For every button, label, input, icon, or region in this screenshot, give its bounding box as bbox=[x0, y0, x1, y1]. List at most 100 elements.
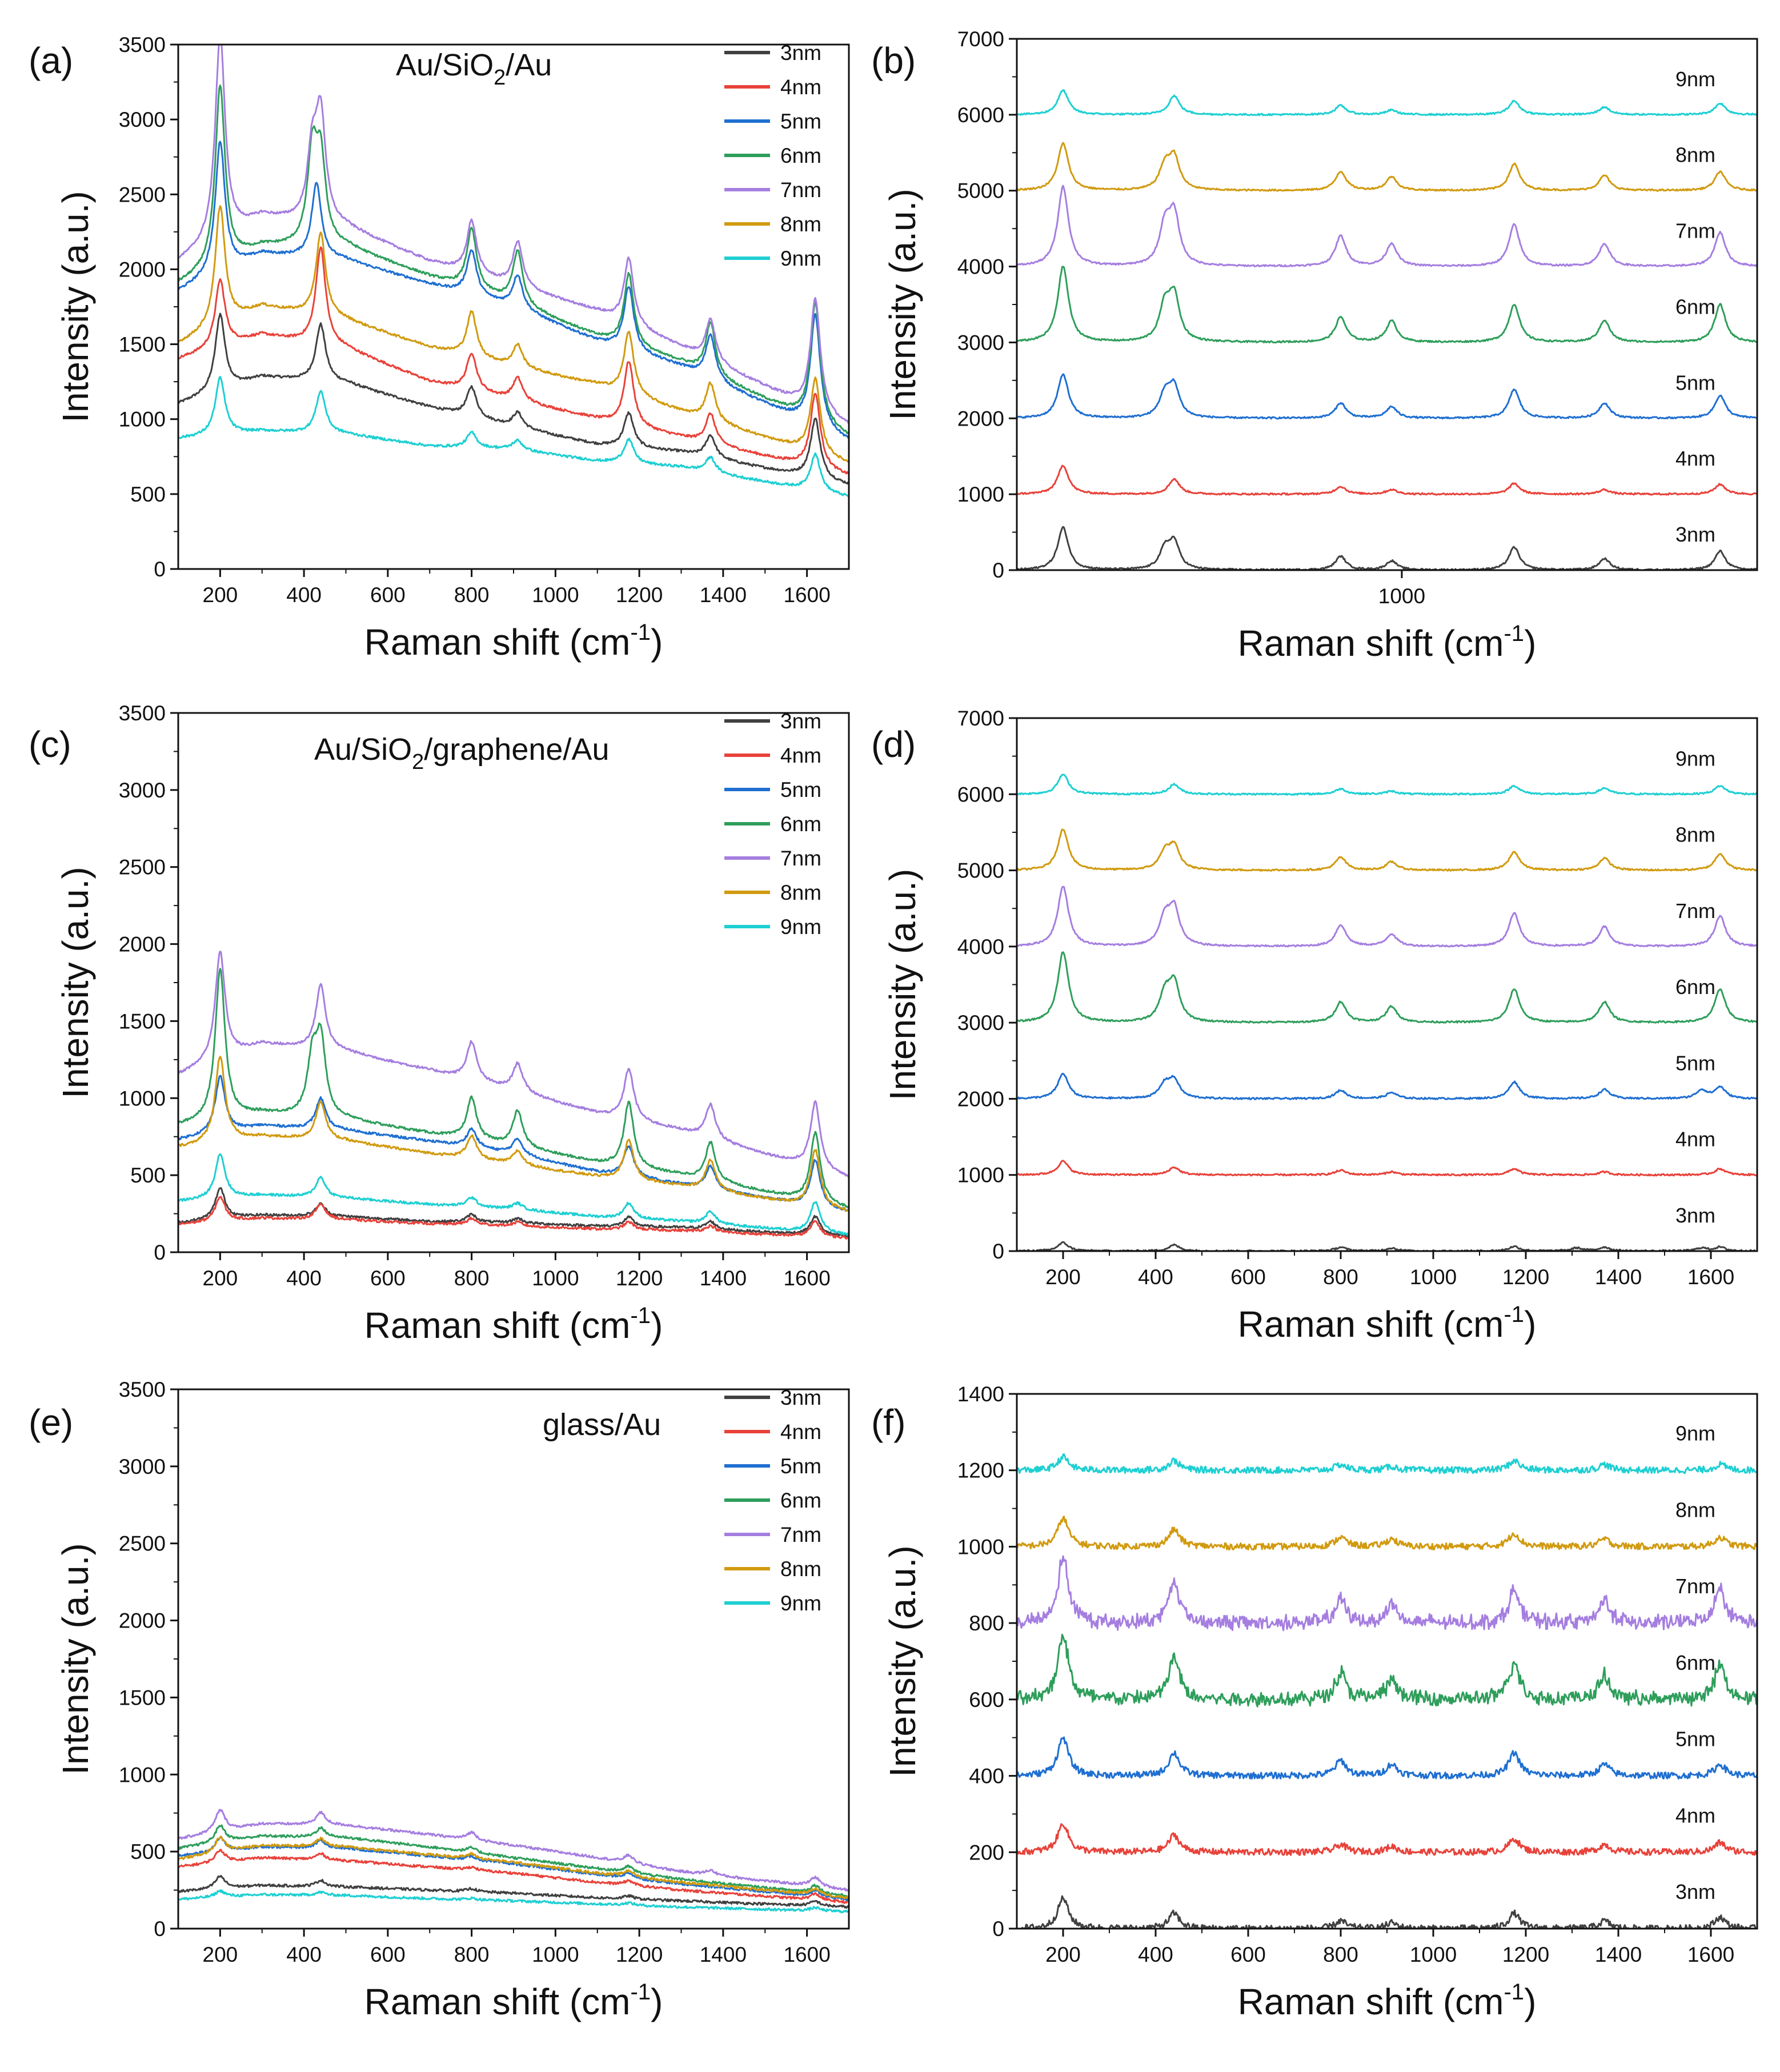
x-axis-title-main: Raman shift (cm bbox=[364, 1305, 631, 1346]
y-tick-label: 0 bbox=[992, 1240, 1004, 1263]
panel-title-main: glass/Au bbox=[543, 1408, 661, 1442]
series-line-9nm bbox=[178, 376, 849, 498]
x-tick-label: 1400 bbox=[700, 1267, 747, 1290]
x-tick-label: 1000 bbox=[532, 1943, 579, 1966]
series-line-9nm bbox=[178, 1889, 849, 1914]
series-line-5nm bbox=[1017, 373, 1757, 420]
y-tick-label: 6000 bbox=[957, 783, 1004, 806]
plot-frame bbox=[1016, 717, 1758, 1252]
x-axis-title: Raman shift (cm-1) bbox=[364, 620, 663, 663]
panel-title: glass/Au bbox=[543, 1408, 661, 1442]
series-line-7nm bbox=[1017, 885, 1757, 948]
plot-area bbox=[1017, 774, 1757, 1251]
plot-area bbox=[178, 45, 849, 498]
y-tick-label: 500 bbox=[130, 1164, 166, 1187]
y-tick-label: 1200 bbox=[957, 1459, 1004, 1482]
series-line-3nm bbox=[1017, 1241, 1757, 1251]
legend-label: 5nm bbox=[780, 110, 821, 133]
y-tick-label: 2500 bbox=[119, 1532, 166, 1556]
x-axis-title-main: Raman shift (cm bbox=[1238, 1981, 1504, 2022]
panel-title-sub: 2 bbox=[494, 66, 506, 90]
y-tick-label: 500 bbox=[130, 483, 166, 506]
panel-title-main: Au/SiO bbox=[396, 48, 494, 82]
legend-label: 7nm bbox=[780, 178, 821, 202]
series-label-5nm: 5nm bbox=[1675, 1051, 1715, 1075]
y-tick-label: 1000 bbox=[957, 483, 1004, 506]
series-label-6nm: 6nm bbox=[1675, 1651, 1715, 1674]
y-tick-label: 0 bbox=[154, 1917, 166, 1941]
y-tick-label: 5000 bbox=[957, 859, 1004, 883]
series-line-3nm bbox=[178, 1187, 849, 1238]
series-label-8nm: 8nm bbox=[1675, 143, 1715, 167]
legend: 3nm 4nm 5nm 6nm 7nm 8nm 9nm bbox=[724, 41, 821, 270]
x-axis-title: Raman shift (cm-1) bbox=[1238, 1302, 1537, 1345]
y-axis-title: Intensity (a.u.) bbox=[882, 189, 923, 420]
y-tick-label: 1000 bbox=[119, 1087, 166, 1110]
legend-label: 3nm bbox=[780, 41, 821, 65]
panel-title-tail: /Au bbox=[506, 48, 552, 82]
x-tick-label: 1400 bbox=[1595, 1943, 1642, 1966]
plot-area bbox=[178, 1809, 849, 1914]
panel-label: (f) bbox=[871, 1402, 905, 1443]
plot-area bbox=[1017, 89, 1757, 570]
y-tick-label: 400 bbox=[969, 1765, 1004, 1788]
x-tick-label: 400 bbox=[286, 583, 322, 607]
x-tick-label: 600 bbox=[1230, 1265, 1266, 1289]
x-tick-label: 1600 bbox=[1687, 1265, 1734, 1289]
series-label-4nm: 4nm bbox=[1675, 447, 1715, 470]
x-axis-title-main: Raman shift (cm bbox=[1238, 623, 1504, 664]
legend-label: 9nm bbox=[780, 1592, 821, 1615]
y-axis-title: Intensity (a.u.) bbox=[55, 1543, 96, 1775]
y-axis-title: Intensity (a.u.) bbox=[882, 869, 923, 1101]
panel-label: (d) bbox=[871, 724, 916, 765]
panel-label: (c) bbox=[29, 724, 71, 765]
series-label-8nm: 8nm bbox=[1675, 823, 1715, 847]
series-line-8nm bbox=[178, 1835, 849, 1899]
x-axis-title-tail: ) bbox=[651, 1981, 663, 2022]
y-tick-label: 0 bbox=[154, 1241, 166, 1264]
series-line-7nm bbox=[1017, 185, 1757, 267]
y-tick-label: 0 bbox=[154, 558, 166, 581]
x-tick-label: 1400 bbox=[700, 583, 747, 607]
x-tick-label: 600 bbox=[370, 583, 406, 607]
x-tick-label: 200 bbox=[203, 1943, 238, 1966]
x-tick-label: 1000 bbox=[1410, 1265, 1457, 1289]
series-line-3nm bbox=[1018, 1895, 1757, 1929]
x-axis-title: Raman shift (cm-1) bbox=[1238, 621, 1537, 664]
x-tick-label: 400 bbox=[286, 1267, 322, 1290]
series-line-6nm bbox=[1017, 266, 1757, 344]
x-tick-label: 200 bbox=[203, 583, 238, 607]
x-tick-label: 1000 bbox=[532, 1267, 579, 1290]
y-tick-label: 1000 bbox=[957, 1535, 1004, 1558]
series-label-3nm: 3nm bbox=[1675, 1880, 1715, 1903]
panel-title-tail: /graphene/Au bbox=[424, 732, 609, 767]
y-tick-label: 2000 bbox=[957, 407, 1004, 430]
y-tick-label: 3500 bbox=[119, 33, 166, 57]
series-line-8nm bbox=[178, 1056, 849, 1212]
x-tick-label: 800 bbox=[454, 583, 490, 607]
x-axis-title-main: Raman shift (cm bbox=[1238, 1304, 1504, 1345]
x-axis-title-sup: -1 bbox=[630, 620, 651, 645]
x-tick-label: 600 bbox=[1230, 1943, 1266, 1966]
y-tick-label: 2500 bbox=[119, 856, 166, 879]
y-tick-label: 500 bbox=[130, 1840, 166, 1863]
series-label-7nm: 7nm bbox=[1675, 1574, 1715, 1598]
x-axis-title-sup: -1 bbox=[630, 1303, 651, 1328]
x-tick-label: 1400 bbox=[1595, 1265, 1642, 1289]
panel-label: (b) bbox=[871, 40, 916, 81]
x-tick-label: 1400 bbox=[700, 1943, 747, 1966]
x-tick-label: 200 bbox=[1045, 1943, 1081, 1966]
x-tick-label: 1200 bbox=[616, 583, 663, 607]
legend-label: 3nm bbox=[780, 1386, 821, 1409]
y-tick-label: 5000 bbox=[957, 179, 1004, 203]
y-tick-label: 3000 bbox=[119, 1455, 166, 1478]
series-line-7nm bbox=[178, 1809, 849, 1892]
x-tick-label: 1200 bbox=[1502, 1265, 1549, 1289]
x-tick-label: 800 bbox=[454, 1267, 490, 1290]
legend-label: 7nm bbox=[780, 1523, 821, 1546]
series-line-8nm bbox=[1017, 1516, 1757, 1551]
legend-label: 9nm bbox=[780, 915, 821, 939]
y-tick-label: 1000 bbox=[957, 1164, 1004, 1187]
panel-title: Au/SiO2/graphene/Au bbox=[314, 732, 609, 774]
legend-label: 6nm bbox=[780, 1489, 821, 1512]
